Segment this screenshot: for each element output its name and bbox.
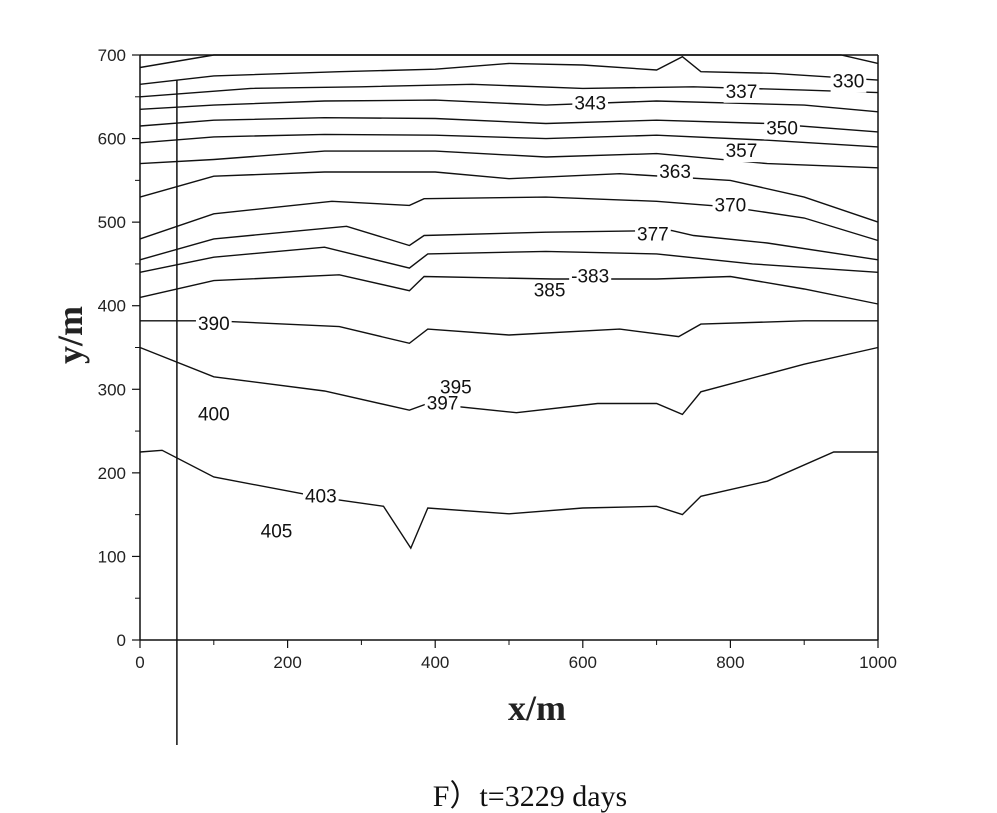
contour-label-backing: [569, 266, 612, 288]
contour-line: [139, 55, 879, 85]
figure-caption: F）t=3229 days: [433, 780, 627, 813]
contour-label: 405: [261, 521, 293, 542]
contour-label: 357: [726, 141, 758, 162]
contour-line: [139, 346, 879, 416]
contour-label: 385: [534, 281, 566, 302]
contour-label: 403: [305, 486, 337, 507]
contour-label-backing: [712, 195, 749, 217]
contour-line: [139, 171, 879, 223]
contour-label: 400: [198, 404, 230, 425]
contour-label-backing: [635, 224, 671, 246]
contour-line: [139, 246, 879, 273]
y-tick-label: 500: [98, 213, 126, 232]
contour-label-backing: [764, 118, 800, 140]
contour-label: 395: [440, 378, 472, 399]
y-tick-label: 700: [98, 46, 126, 65]
contour-label-backing: [657, 162, 693, 183]
x-tick-label: 1000: [859, 653, 897, 672]
contour-label: 337: [726, 82, 758, 103]
contour-line: [140, 320, 878, 345]
y-tick-label: 400: [98, 297, 126, 316]
contour-label-backing: [723, 141, 760, 163]
contour-label-backing: [572, 93, 609, 115]
contour-line: [139, 99, 879, 113]
y-tick-label: 300: [98, 380, 126, 399]
x-tick-label: 800: [716, 653, 744, 672]
y-tick-label: 600: [98, 130, 126, 149]
contour-label-backing: [302, 486, 339, 508]
contour-label: 390: [198, 314, 230, 335]
contour-line: [139, 116, 879, 133]
contour-line: [139, 54, 879, 69]
x-axis-title: x/m: [508, 688, 566, 728]
contour-label-backing: [531, 280, 568, 302]
contour-label: 370: [715, 195, 747, 216]
axes: 0 200 400 600 800 1000 0 100 200 300 400 500 600 700: [98, 46, 897, 745]
contour-line: [139, 150, 879, 169]
y-tick-label: 200: [98, 464, 126, 483]
y-tick-label: 100: [98, 547, 126, 566]
contour-line: [139, 196, 879, 242]
y-axis-title: y/m: [50, 306, 90, 364]
contour-label-backing: [830, 71, 867, 93]
contour-line: [139, 274, 879, 305]
x-tick-label: 600: [569, 653, 597, 672]
contour-label-backing: [424, 393, 461, 415]
contour-label-backing: [258, 521, 295, 543]
x-tick-label: 200: [273, 653, 301, 672]
contour-label: 330: [833, 72, 865, 93]
y-tick-label: 0: [117, 631, 126, 650]
contour-label-backing: [195, 404, 232, 426]
x-tick-label: 0: [135, 653, 144, 672]
contour-label-backing: [723, 81, 760, 103]
contour-line: [139, 133, 879, 148]
contour-line: [139, 449, 878, 550]
contour-label: 377: [637, 225, 669, 246]
x-tick-label: 400: [421, 653, 449, 672]
contour-label-backing: [195, 314, 232, 336]
contour-label: 363: [659, 162, 691, 183]
contour-label-backing: [438, 377, 474, 399]
contour-label: 397: [427, 393, 459, 414]
contour-lines: [139, 54, 879, 550]
contour-label: 343: [574, 93, 606, 114]
contour-label: -383: [571, 266, 609, 287]
contour-label: 350: [766, 119, 798, 140]
contour-line: [139, 225, 879, 261]
contour-line: [139, 83, 879, 98]
